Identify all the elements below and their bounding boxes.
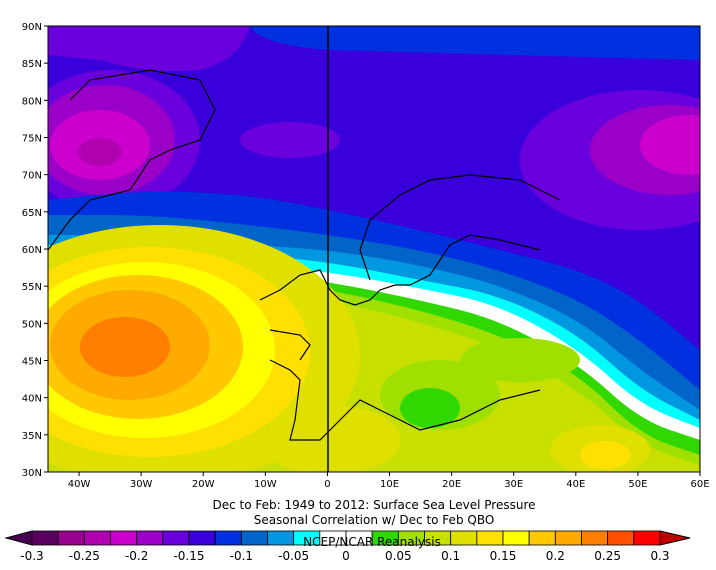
longitude-axis: 40W 30W 20W 10W 0 10E 20E 30E 40E 50E 60E <box>68 472 710 490</box>
colorbar-label: 0.05 <box>385 549 412 563</box>
colorbar-label: -0.25 <box>69 549 100 563</box>
credit-text: NCEP/NCAR Reanalysis <box>303 535 441 549</box>
colorbar-label: 0.15 <box>490 549 517 563</box>
title-line-1: Dec to Feb: 1949 to 2012: Surface Sea Le… <box>212 498 535 512</box>
lat-label: 75N <box>22 134 42 145</box>
lat-label: 40N <box>22 394 42 405</box>
colorbar-swatch <box>31 530 59 546</box>
colorbar-high-extension <box>659 530 691 546</box>
lon-label: 20W <box>192 479 215 490</box>
lat-label: 70N <box>22 171 42 182</box>
coastlines <box>48 69 561 441</box>
colorbar-swatch <box>136 530 164 546</box>
colorbar-swatch <box>57 530 85 546</box>
colorbar-swatch <box>240 530 268 546</box>
lon-label: 50E <box>628 479 647 490</box>
lat-label: 30N <box>22 468 42 479</box>
colorbar-label: -0.05 <box>278 549 309 563</box>
lon-label: 30E <box>504 479 523 490</box>
lat-label: 50N <box>22 319 42 330</box>
lon-label: 0 <box>324 479 330 490</box>
lat-label: 90N <box>22 22 42 33</box>
title-line-2: Seasonal Correlation w/ Dec to Feb QBO <box>254 513 495 527</box>
colorbar-label: -0.15 <box>173 549 204 563</box>
colorbar-swatch <box>188 530 216 546</box>
lon-label: 40E <box>566 479 585 490</box>
lon-label: 40W <box>68 479 91 490</box>
colorbar-label: -0.2 <box>125 549 148 563</box>
colorbar-swatch <box>476 530 504 546</box>
colorbar-swatch <box>110 530 138 546</box>
colorbar-label: -0.3 <box>20 549 43 563</box>
colorbar-swatch <box>554 530 582 546</box>
colorbar-swatch <box>267 530 295 546</box>
colorbar-label: -0.1 <box>230 549 253 563</box>
lon-label: 10W <box>254 479 277 490</box>
colorbar-swatch <box>214 530 242 546</box>
lat-label: 80N <box>22 96 42 107</box>
colorbar-low-extension <box>4 530 33 546</box>
lat-label: 85N <box>22 59 42 70</box>
lon-label: 60E <box>690 479 709 490</box>
colorbar-swatch <box>502 530 530 546</box>
colorbar-swatch <box>581 530 609 546</box>
colorbar-swatch <box>633 530 661 546</box>
colorbar-label: 0 <box>342 549 350 563</box>
map-field <box>48 26 700 472</box>
colorbar-label: 0.1 <box>441 549 460 563</box>
latitude-axis: 30N 35N 40N 45N 50N 55N 60N 65N 70N 75N 80N 85N 90N <box>22 22 48 479</box>
colorbar-swatch <box>607 530 635 546</box>
colorbar-label: 0.2 <box>546 549 565 563</box>
colorbar-swatch <box>162 530 190 546</box>
colorbar: -0.3 -0.25 -0.2 -0.15 -0.1 -0.05 0 0.05 0.1 0.15 0… <box>4 530 691 563</box>
colorbar-label: 0.3 <box>650 549 669 563</box>
lat-label: 60N <box>22 245 42 256</box>
lat-label: 55N <box>22 282 42 293</box>
colorbar-label: 0.25 <box>594 549 621 563</box>
lat-label: 65N <box>22 208 42 219</box>
lon-label: 20E <box>442 479 461 490</box>
lon-label: 30W <box>130 479 153 490</box>
colorbar-swatch <box>528 530 556 546</box>
lon-label: 10E <box>380 479 399 490</box>
colorbar-swatch <box>450 530 478 546</box>
lat-label: 35N <box>22 431 42 442</box>
colorbar-swatch <box>83 530 111 546</box>
lat-label: 45N <box>22 357 42 368</box>
